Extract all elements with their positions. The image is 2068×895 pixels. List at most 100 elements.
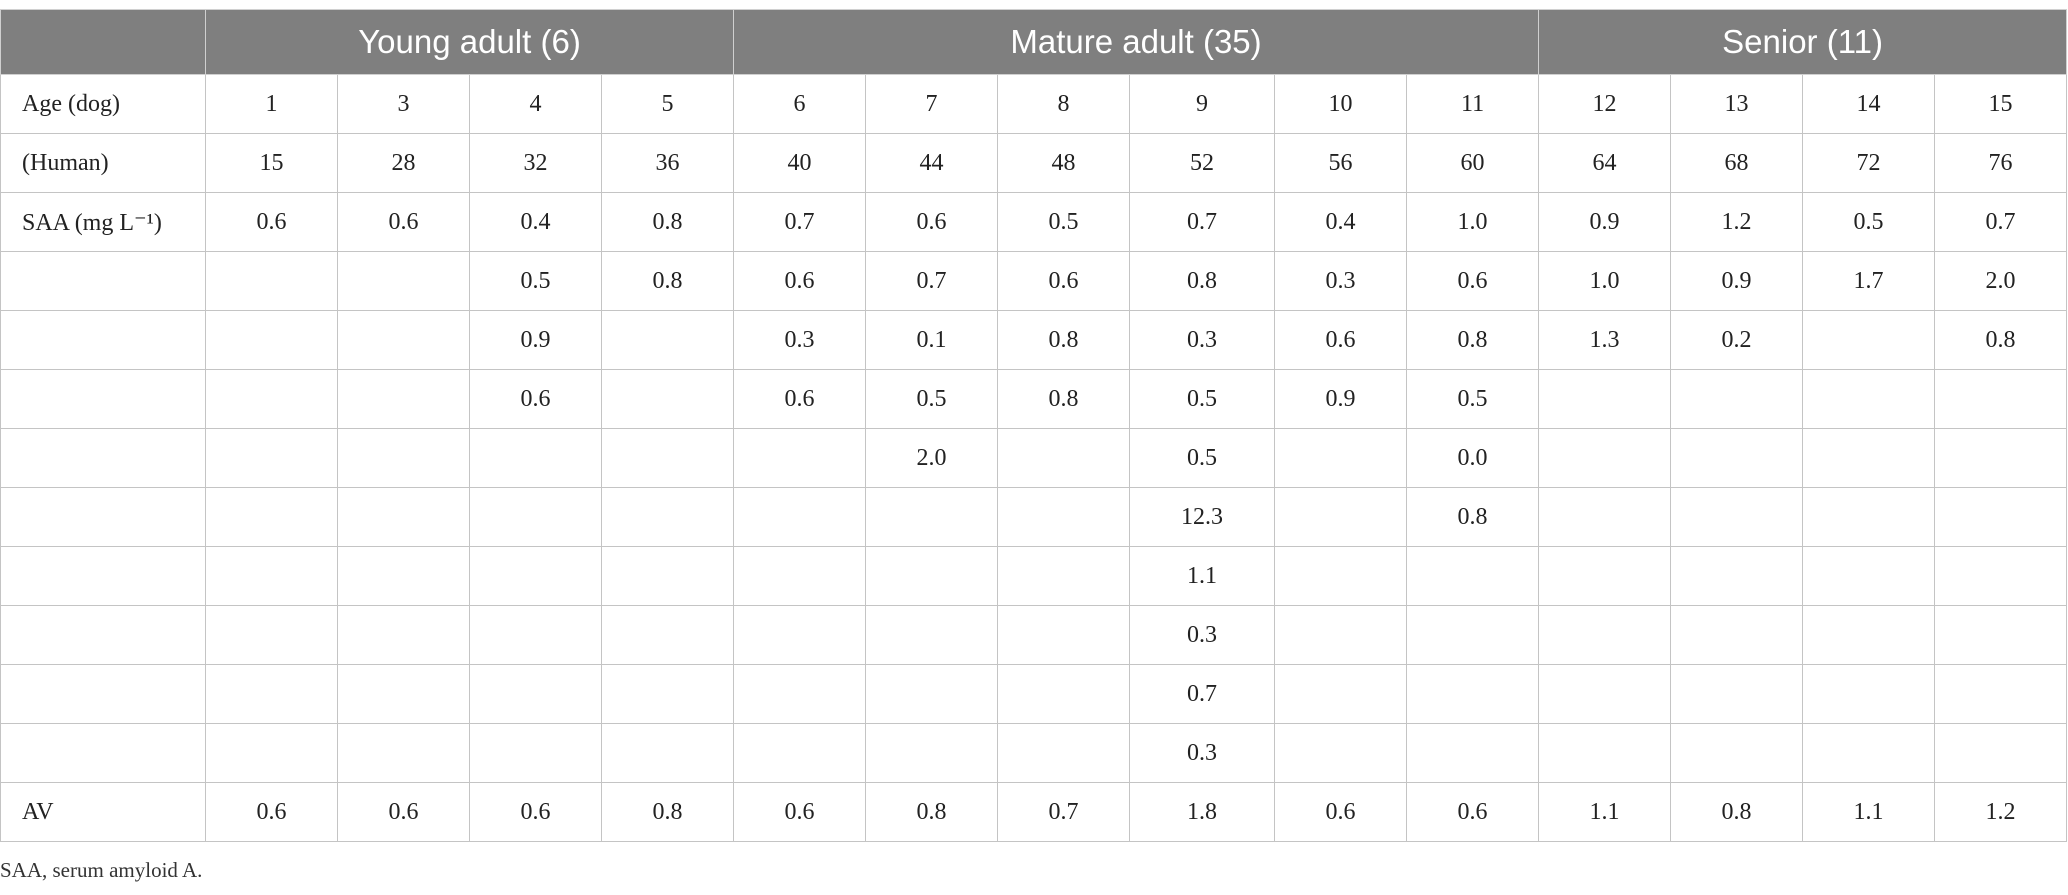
- table-cell: [733, 428, 866, 488]
- table-cell: 15: [1934, 74, 2068, 134]
- table-cell: [1538, 369, 1672, 429]
- table-cell: 10: [1274, 74, 1407, 134]
- table-cell: 0.5: [997, 192, 1130, 252]
- table-cell: [205, 251, 338, 311]
- table-cell: [733, 723, 866, 783]
- table-cell: [601, 487, 734, 547]
- table-cell: 9: [1129, 74, 1275, 134]
- table-row: 0.3: [0, 723, 2068, 783]
- table-cell: 0.8: [1670, 782, 1804, 842]
- table-cell: 28: [337, 133, 470, 193]
- table-cell: [205, 664, 338, 724]
- table-cell: [1274, 487, 1407, 547]
- table-row: SAA (mg L⁻¹) 0.6 0.6 0.4 0.8 0.7 0.6 0.5 0.7 0.4 1…: [0, 192, 2068, 252]
- table-cell: [601, 546, 734, 606]
- table-cell: 0.5: [1405, 369, 1540, 429]
- table-cell: 0.9: [1670, 251, 1804, 311]
- table-cell: 0.7: [1129, 664, 1275, 724]
- table-cell: 0.6: [1405, 251, 1540, 311]
- table-cell: 60: [1405, 133, 1540, 193]
- table-cell: [733, 487, 866, 547]
- table-cell: [1405, 546, 1540, 606]
- table-cell: [997, 428, 1130, 488]
- table-cell: 0.6: [337, 192, 470, 252]
- table-cell: [337, 546, 470, 606]
- table-cell: [733, 546, 866, 606]
- table-cell: 12.3: [1129, 487, 1275, 547]
- table-cell: 1.2: [1670, 192, 1804, 252]
- row-label: [0, 428, 206, 488]
- table-cell: [1274, 428, 1407, 488]
- table-row: 0.9 0.3 0.1 0.8 0.3 0.6 0.8 1.3 0.2 0.8: [0, 310, 2068, 370]
- table-cell: [1538, 487, 1672, 547]
- group-header: Young adult (6) Mature adult (35) Senior (…: [0, 9, 2068, 75]
- table-row: 0.7: [0, 664, 2068, 724]
- row-label: [0, 310, 206, 370]
- table-cell: 1.0: [1538, 251, 1672, 311]
- table-cell: 11: [1405, 74, 1540, 134]
- table-cell: [601, 428, 734, 488]
- table-cell: [469, 428, 602, 488]
- table-cell: 0.6: [205, 192, 338, 252]
- table-cell: 0.3: [1129, 723, 1275, 783]
- row-label: [0, 664, 206, 724]
- table-cell: 56: [1274, 133, 1407, 193]
- table-cell: 0.7: [997, 782, 1130, 842]
- table-cell: 0.6: [1405, 782, 1540, 842]
- table-cell: [1670, 546, 1804, 606]
- table-cell: 1.3: [1538, 310, 1672, 370]
- table-cell: [205, 723, 338, 783]
- table-cell: 3: [337, 74, 470, 134]
- table-cell: [1274, 605, 1407, 665]
- table-cell: 0.8: [1405, 310, 1540, 370]
- row-label: (Human): [0, 133, 206, 193]
- table-cell: 0.5: [1129, 428, 1275, 488]
- table-cell: 0.6: [997, 251, 1130, 311]
- table-wrap: Young adult (6) Mature adult (35) Senior (…: [0, 9, 2068, 842]
- table-cell: 0.7: [1129, 192, 1275, 252]
- table-cell: [997, 605, 1130, 665]
- table-cell: [1934, 605, 2068, 665]
- table-cell: 0.9: [469, 310, 602, 370]
- table-cell: 1.1: [1538, 782, 1672, 842]
- table-cell: [1538, 428, 1672, 488]
- table-cell: [205, 487, 338, 547]
- table-cell: [337, 723, 470, 783]
- row-label: [0, 369, 206, 429]
- table-cell: [1405, 664, 1540, 724]
- row-label: [0, 723, 206, 783]
- table-cell: [205, 369, 338, 429]
- table-cell: [1274, 723, 1407, 783]
- table-cell: 7: [865, 74, 998, 134]
- table-cell: [733, 605, 866, 665]
- table-cell: [601, 310, 734, 370]
- table-cell: [1274, 664, 1407, 724]
- table-cell: 0.7: [733, 192, 866, 252]
- table-cell: 1.1: [1129, 546, 1275, 606]
- table-cell: [997, 487, 1130, 547]
- table-cell: 0.6: [205, 782, 338, 842]
- table-row: (Human) 15 28 32 36 40 44 48 52 56 60 64 68 72 76: [0, 133, 2068, 193]
- table-cell: [1670, 664, 1804, 724]
- table-cell: 5: [601, 74, 734, 134]
- table-cell: 0.6: [469, 782, 602, 842]
- table-cell: 0.4: [469, 192, 602, 252]
- table-cell: [1934, 664, 2068, 724]
- header-corner: [0, 9, 206, 75]
- table-cell: [1934, 546, 2068, 606]
- table-cell: 68: [1670, 133, 1804, 193]
- table-cell: 2.0: [1934, 251, 2068, 311]
- table-cell: 0.1: [865, 310, 998, 370]
- table-cell: [337, 664, 470, 724]
- table-cell: [1802, 723, 1936, 783]
- table-cell: [997, 664, 1130, 724]
- table-cell: [1802, 546, 1936, 606]
- table-cell: 0.6: [733, 251, 866, 311]
- group-header-cell: Mature adult (35): [732, 9, 1540, 75]
- table-row: Age (dog) 1 3 4 5 6 7 8 9 10 11 12 13 14 15: [0, 74, 2068, 134]
- table-cell: 0.8: [1405, 487, 1540, 547]
- table-cell: [865, 546, 998, 606]
- table-cell: 64: [1538, 133, 1672, 193]
- table-cell: [601, 369, 734, 429]
